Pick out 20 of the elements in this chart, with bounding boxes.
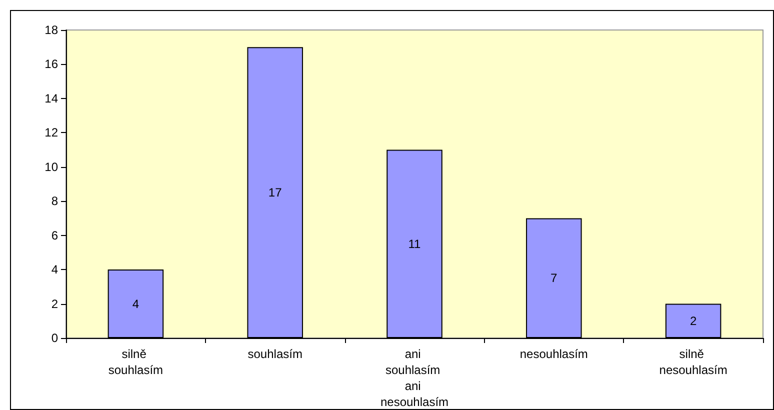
y-tick-label: 0 bbox=[51, 331, 58, 345]
data-label: 4 bbox=[132, 296, 140, 311]
y-tick-label: 6 bbox=[51, 228, 58, 242]
y-tick-label: 2 bbox=[51, 296, 58, 311]
data-label: 7 bbox=[550, 271, 558, 286]
y-tick-label: 16 bbox=[44, 57, 58, 72]
x-tick-label: ani souhlasím ani nesouhlasím bbox=[380, 347, 449, 409]
y-tick-label: 10 bbox=[44, 160, 58, 174]
y-tick-label: 14 bbox=[44, 91, 58, 106]
data-label: 2 bbox=[690, 314, 697, 328]
x-tick-label: nesouhlasím bbox=[520, 347, 588, 361]
y-tick-label: 4 bbox=[51, 262, 58, 277]
data-label: 11 bbox=[408, 236, 422, 251]
y-tick-label: 18 bbox=[44, 23, 58, 37]
y-tick-label: 12 bbox=[44, 126, 58, 140]
y-tick-label: 8 bbox=[51, 194, 58, 208]
x-tick-label: silně souhlasím bbox=[108, 347, 164, 377]
data-label: 17 bbox=[268, 186, 282, 200]
x-tick-label: souhlasím bbox=[248, 347, 302, 361]
x-tick-label: silně nesouhlasím bbox=[659, 347, 728, 377]
